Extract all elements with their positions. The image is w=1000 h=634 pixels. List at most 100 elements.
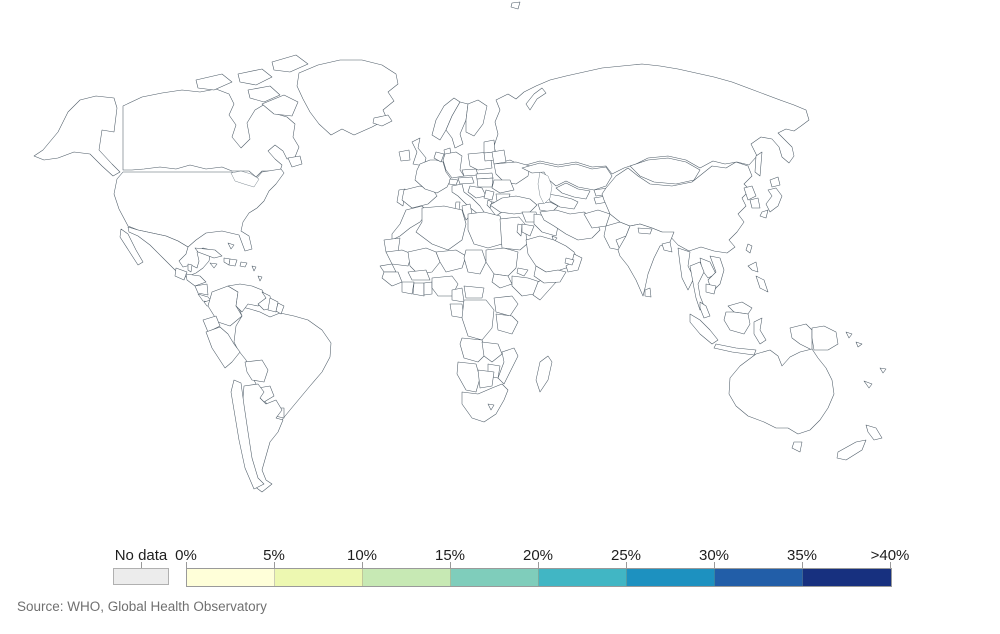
country-uae[interactable] bbox=[564, 257, 575, 266]
country-madagascar[interactable] bbox=[535, 355, 553, 393]
country-caucasus[interactable] bbox=[537, 201, 559, 213]
country-chad[interactable] bbox=[463, 249, 487, 275]
country-taiwan[interactable] bbox=[745, 243, 753, 254]
arctic-island-2[interactable] bbox=[237, 68, 273, 86]
country-philippines[interactable] bbox=[747, 261, 769, 293]
country-switzerland[interactable] bbox=[448, 178, 459, 186]
country-myanmar[interactable] bbox=[677, 247, 695, 291]
country-zambia[interactable] bbox=[481, 341, 503, 363]
country-portugal[interactable] bbox=[396, 188, 406, 207]
country-new-caledonia[interactable] bbox=[863, 380, 873, 389]
country-bangladesh[interactable] bbox=[661, 241, 673, 253]
legend-segment[interactable] bbox=[451, 569, 539, 586]
country-belgium-netherlands[interactable] bbox=[433, 151, 445, 163]
country-jordan[interactable] bbox=[521, 223, 535, 237]
country-togo-benin[interactable] bbox=[423, 281, 433, 296]
country-eritrea[interactable] bbox=[516, 267, 529, 277]
country-botswana[interactable] bbox=[477, 369, 495, 389]
country-cameroon[interactable] bbox=[451, 287, 465, 303]
island-newfoundland[interactable] bbox=[287, 155, 303, 168]
country-russia[interactable] bbox=[493, 63, 810, 175]
country-western-sahara[interactable] bbox=[383, 237, 401, 253]
country-sweden[interactable] bbox=[445, 101, 469, 149]
country-lesotho[interactable] bbox=[487, 403, 495, 411]
country-yemen[interactable] bbox=[533, 265, 567, 284]
country-austria[interactable] bbox=[457, 176, 475, 185]
country-sudan[interactable] bbox=[485, 247, 519, 277]
country-united-kingdom[interactable] bbox=[411, 137, 427, 167]
country-kuwait[interactable] bbox=[551, 235, 558, 243]
country-algeria[interactable] bbox=[415, 205, 467, 251]
country-angola[interactable] bbox=[459, 337, 487, 363]
country-israel-lebanon[interactable] bbox=[516, 223, 523, 237]
country-afghanistan[interactable] bbox=[583, 209, 611, 229]
country-egypt[interactable] bbox=[499, 216, 528, 251]
country-vietnam[interactable] bbox=[707, 255, 725, 293]
country-nicaragua[interactable] bbox=[194, 283, 209, 296]
country-indonesia-sulawesi[interactable] bbox=[753, 317, 767, 345]
country-puerto-rico[interactable] bbox=[239, 261, 248, 268]
country-jamaica[interactable] bbox=[209, 262, 218, 269]
country-bolivia[interactable] bbox=[244, 359, 269, 383]
country-south-sudan[interactable] bbox=[491, 273, 513, 289]
country-uganda-kenya[interactable] bbox=[493, 295, 519, 317]
island-ellesmere[interactable] bbox=[271, 54, 309, 73]
country-hungary[interactable] bbox=[476, 177, 494, 188]
country-tanzania[interactable] bbox=[495, 313, 519, 335]
island-svalbard[interactable] bbox=[510, 1, 521, 10]
country-suriname[interactable] bbox=[267, 297, 279, 313]
country-united-states[interactable] bbox=[113, 168, 285, 252]
country-iran[interactable] bbox=[539, 209, 601, 241]
country-south-africa[interactable] bbox=[461, 383, 509, 423]
country-dr-congo[interactable] bbox=[461, 299, 495, 341]
lesser-antilles-islands[interactable] bbox=[251, 265, 263, 282]
legend-segment[interactable] bbox=[275, 569, 363, 586]
country-ukraine[interactable] bbox=[493, 161, 531, 185]
country-libya[interactable] bbox=[467, 211, 505, 249]
country-ivory-coast[interactable] bbox=[401, 281, 415, 295]
country-greenland[interactable] bbox=[296, 59, 399, 136]
country-mexico[interactable] bbox=[119, 226, 212, 278]
arctic-island-3[interactable] bbox=[247, 85, 281, 103]
country-south-korea[interactable] bbox=[749, 197, 761, 209]
country-turkmenistan[interactable] bbox=[547, 193, 579, 210]
legend-segment[interactable] bbox=[627, 569, 715, 586]
country-dominican-republic[interactable] bbox=[228, 258, 238, 267]
legend-no-data-swatch[interactable] bbox=[113, 568, 169, 585]
legend-segment[interactable] bbox=[363, 569, 451, 586]
country-mozambique[interactable] bbox=[497, 347, 519, 385]
country-malaysia-borneo[interactable] bbox=[727, 301, 753, 315]
country-burkina-faso[interactable] bbox=[407, 269, 431, 281]
country-chile[interactable] bbox=[230, 379, 265, 490]
country-indonesia-papua[interactable] bbox=[789, 323, 813, 351]
country-ecuador[interactable] bbox=[202, 315, 221, 333]
island-novaya-zemlya[interactable] bbox=[525, 87, 547, 111]
legend-segment[interactable] bbox=[187, 569, 275, 586]
country-ireland[interactable] bbox=[398, 149, 411, 162]
country-estonia-latvia[interactable] bbox=[483, 139, 496, 154]
country-cuba[interactable] bbox=[194, 247, 223, 259]
country-sri-lanka[interactable] bbox=[644, 287, 652, 298]
island-baffin[interactable] bbox=[261, 94, 299, 117]
country-thailand[interactable] bbox=[689, 261, 705, 311]
country-india[interactable] bbox=[617, 223, 675, 297]
country-cambodia[interactable] bbox=[705, 283, 717, 295]
country-indonesia-kalimantan[interactable] bbox=[723, 311, 751, 335]
country-belarus[interactable] bbox=[491, 149, 507, 165]
country-indonesia-java[interactable] bbox=[713, 343, 757, 356]
country-north-korea[interactable] bbox=[743, 185, 757, 201]
arctic-island-1[interactable] bbox=[195, 73, 233, 91]
country-japan[interactable] bbox=[759, 176, 783, 219]
country-indonesia-sumatra[interactable] bbox=[689, 313, 719, 345]
country-gabon-congo[interactable] bbox=[449, 303, 465, 319]
country-finland[interactable] bbox=[465, 99, 488, 137]
country-malaysia-peninsular[interactable] bbox=[699, 301, 711, 319]
country-uzbekistan[interactable] bbox=[555, 182, 591, 200]
legend-segment[interactable] bbox=[803, 569, 891, 586]
country-papua-new-guinea[interactable] bbox=[811, 325, 839, 351]
country-belize[interactable] bbox=[187, 263, 193, 273]
country-central-african-republic[interactable] bbox=[463, 285, 485, 299]
country-peru[interactable] bbox=[205, 326, 241, 369]
country-mongolia[interactable] bbox=[629, 157, 701, 185]
country-united-states-alaska[interactable] bbox=[33, 95, 121, 177]
